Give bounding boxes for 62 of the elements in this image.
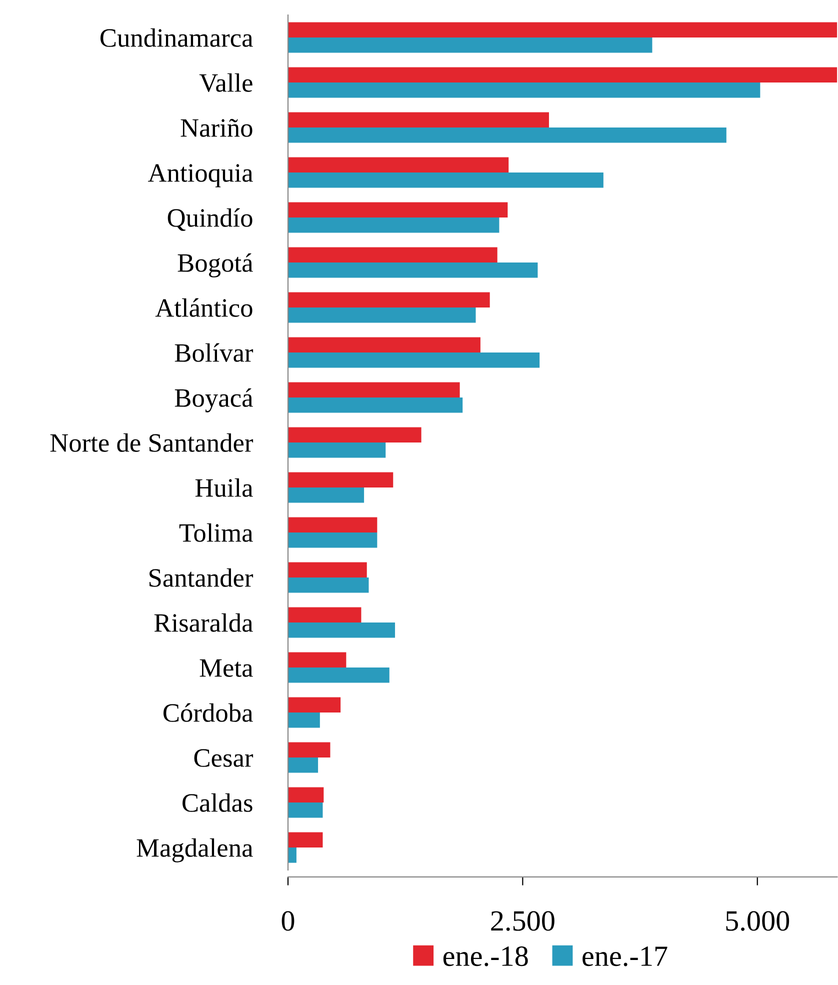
y-tick-label: Valle <box>199 73 252 92</box>
y-tick-label: Córdoba <box>163 703 253 722</box>
bar <box>288 517 378 532</box>
y-tick-label: Meta <box>200 659 253 677</box>
bar <box>288 578 369 593</box>
bar <box>288 38 652 53</box>
bar <box>288 82 760 98</box>
bar <box>288 202 508 218</box>
bar <box>288 128 726 143</box>
bar <box>288 832 323 848</box>
bar <box>288 352 540 368</box>
y-tick-label: Quindío <box>168 208 252 231</box>
y-tick-label: Tolima <box>179 523 253 542</box>
legend-label: ene.-17 <box>582 946 668 966</box>
bar <box>288 442 386 458</box>
y-tick-label: Caldas <box>182 793 252 812</box>
bar <box>288 742 330 758</box>
y-tick-label: Antioquia <box>148 164 253 188</box>
bar <box>288 67 838 82</box>
bar <box>288 382 460 398</box>
bar <box>288 802 323 818</box>
bar <box>288 607 362 622</box>
bar <box>288 172 604 188</box>
bar <box>288 218 500 233</box>
legend-label: ene.-18 <box>443 946 528 966</box>
bar <box>288 157 509 172</box>
bar <box>288 758 318 773</box>
y-tick-label: Risaralda <box>154 613 253 632</box>
y-tick-label: Cesar <box>194 749 254 767</box>
bar <box>288 398 463 413</box>
y-tick-label: Boyacá <box>174 388 253 412</box>
bar <box>288 247 498 262</box>
bar <box>288 712 320 728</box>
bar <box>288 308 476 323</box>
bar <box>288 337 480 352</box>
y-tick-label: Atlántico <box>155 298 252 317</box>
x-tick-label: 2.500 <box>491 911 554 931</box>
y-tick-label: Magdalena <box>136 838 253 862</box>
bar <box>288 562 367 578</box>
bar <box>288 112 549 128</box>
bar <box>288 292 490 308</box>
bar <box>288 787 324 802</box>
bar <box>288 697 341 712</box>
bar <box>288 652 346 668</box>
y-tick-label: Cundinamarca <box>100 28 253 47</box>
bar <box>288 472 394 488</box>
y-tick-label: Santander <box>150 568 254 587</box>
y-tick-label: Nariño <box>180 118 252 137</box>
bar <box>288 488 364 503</box>
bar <box>288 262 538 278</box>
bar <box>288 622 396 638</box>
bar <box>288 848 296 863</box>
y-tick-label: Norte de Santander <box>50 433 254 452</box>
x-tick-label: 5.000 <box>726 911 790 931</box>
bar <box>288 427 422 442</box>
y-tick-label: Huila <box>195 478 253 497</box>
bar <box>288 22 838 38</box>
y-tick-label: Bolívar <box>174 343 254 362</box>
bar <box>288 532 378 548</box>
bar <box>288 668 390 683</box>
x-tick-label: 0 <box>282 911 294 931</box>
y-tick-label: Bogotá <box>178 253 253 278</box>
